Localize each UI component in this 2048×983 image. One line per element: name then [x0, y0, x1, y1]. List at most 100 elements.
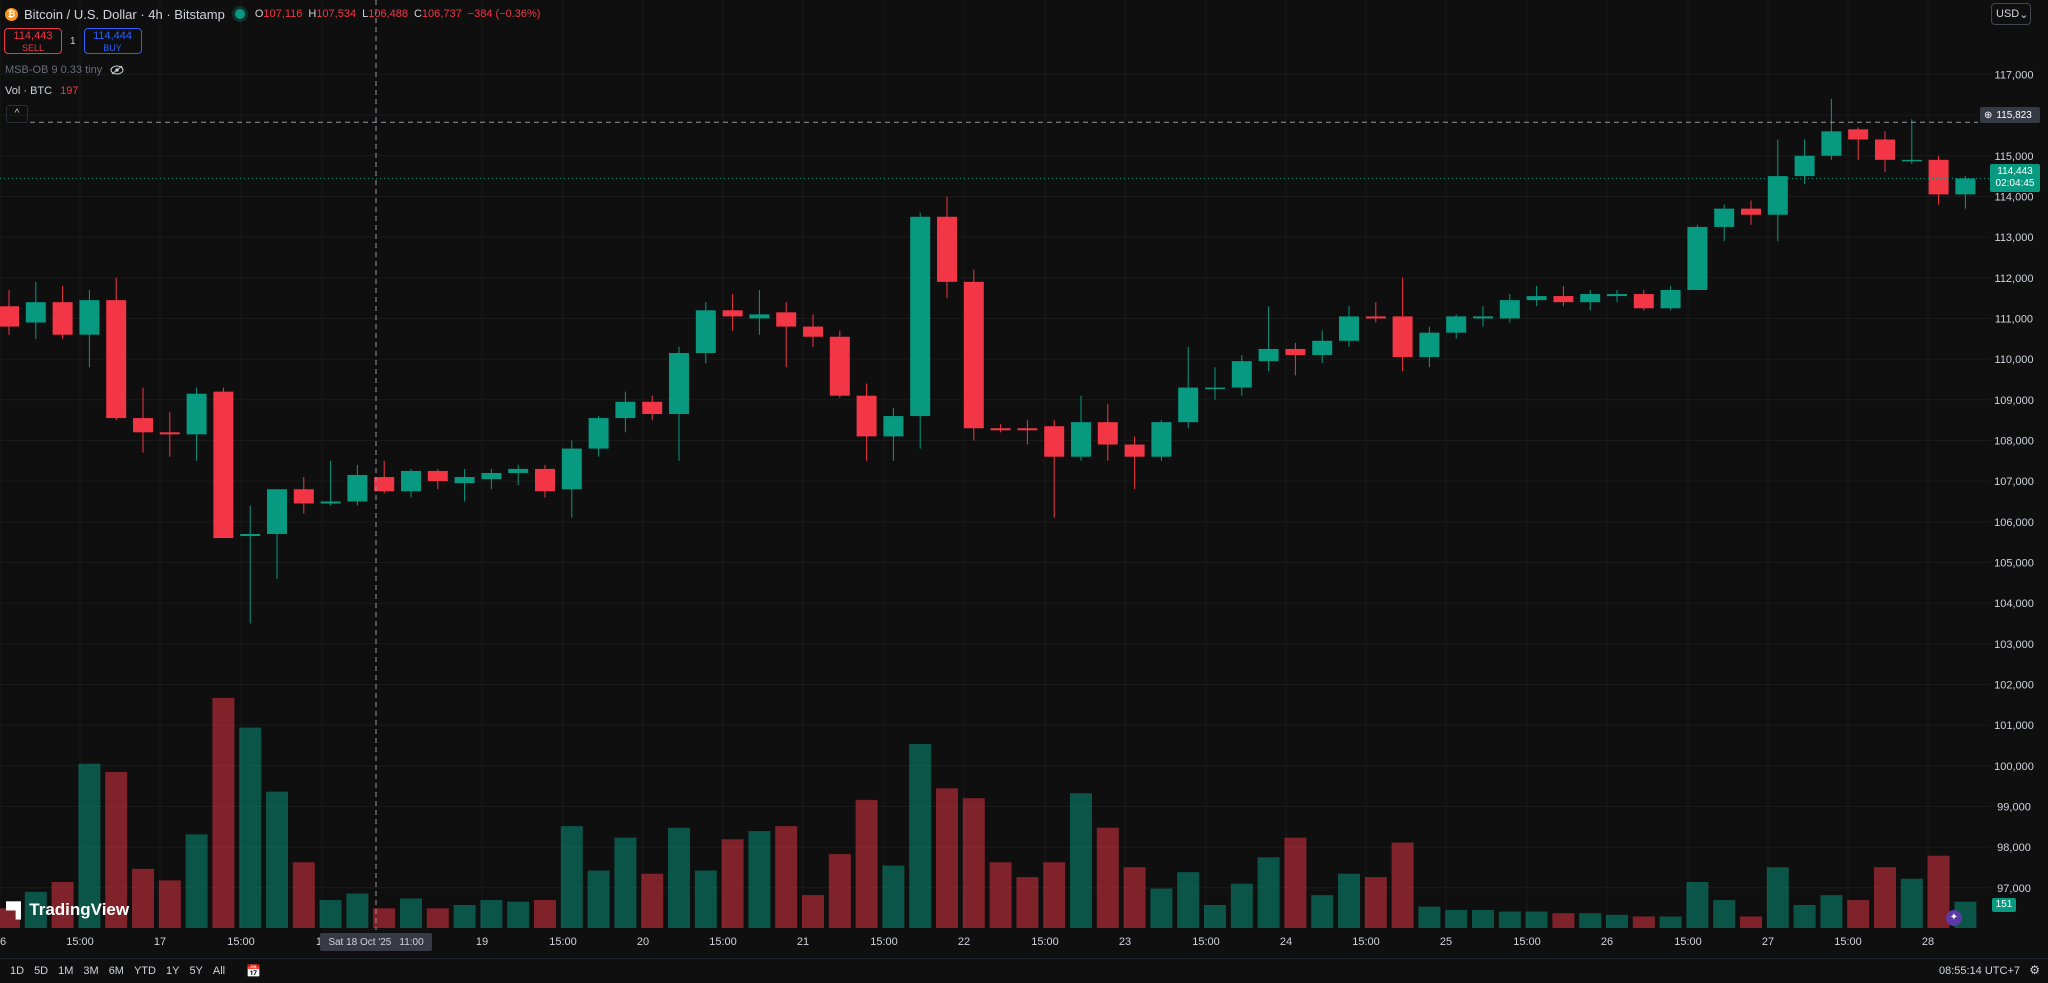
bottom-toolbar: 1D 5D 1M 3M 6M YTD 1Y 5Y All 📅 08:55:14 …: [0, 958, 2048, 983]
price-tick-label: 108,000: [1994, 435, 2034, 447]
volume-bar: [1766, 867, 1789, 928]
price-tick-label: 98,000: [1997, 842, 2031, 854]
candle-body: [159, 432, 180, 435]
ohlc-value: 106,488: [368, 8, 408, 20]
utc-clock[interactable]: 08:55:14 UTC+7: [1938, 965, 2020, 977]
range-5y-button[interactable]: 5Y: [189, 965, 203, 977]
volume-bar: [1579, 913, 1602, 928]
volume-label: Vol · BTC: [5, 85, 53, 97]
candle-body: [615, 401, 636, 419]
time-tick-label: 20: [637, 936, 649, 948]
volume-bar: [1338, 873, 1360, 928]
volume-bar: [1793, 905, 1816, 928]
range-1y-button[interactable]: 1Y: [165, 965, 180, 977]
candle-body: [1017, 428, 1038, 431]
range-1m-button[interactable]: 1M: [58, 965, 74, 977]
tradingview-logo[interactable]: ▀▌ TradingView: [6, 900, 129, 920]
candle-body: [1473, 316, 1493, 319]
price-tick-label: 101,000: [1994, 720, 2034, 732]
volume-bar: [1016, 877, 1039, 928]
time-tick-label: 15:00: [66, 936, 94, 948]
time-tick-label: 16: [0, 936, 6, 948]
volume-bar: [453, 905, 476, 928]
last-volume-label: 151: [1992, 898, 2016, 912]
time-tick-label: 17: [154, 936, 166, 948]
volume-bar: [400, 898, 422, 928]
volume-bar: [1123, 867, 1146, 928]
buy-button[interactable]: 114,444 BUY: [83, 28, 142, 54]
crosshair-date: Sat 18 Oct '25: [328, 936, 392, 948]
buy-label: BUY: [103, 43, 122, 53]
collapse-legend-button[interactable]: ^: [6, 105, 28, 123]
volume-legend[interactable]: Vol · BTC 197: [5, 85, 78, 97]
spread-value: 1: [70, 35, 76, 47]
last-price-label: 114,443 02:04:45: [1990, 164, 2040, 192]
volume-bar: [266, 791, 288, 928]
volume-bar: [1472, 909, 1494, 928]
assistant-icon[interactable]: ✦: [1946, 910, 1962, 926]
candle-body: [1821, 131, 1842, 156]
candle-body: [642, 401, 663, 415]
crosshair-price-label: ⊕ 115,823: [1980, 107, 2040, 123]
symbol-title[interactable]: Bitcoin / U.S. Dollar · 4h · Bitstamp: [24, 6, 225, 22]
volume-bar: [426, 908, 449, 928]
price-tick-label: 99,000: [1997, 801, 2031, 813]
candle-body: [1848, 129, 1869, 140]
candle-body: [1044, 426, 1065, 457]
candle-body: [1633, 294, 1654, 309]
volume-bar: [51, 882, 74, 928]
price-tick-label: 110,000: [1995, 354, 2034, 366]
price-tick-label: 106,000: [1994, 517, 2034, 529]
candle-body: [1231, 361, 1252, 388]
volume-bar: [1659, 916, 1682, 928]
candle-body: [1955, 178, 1976, 195]
volume-bar: [132, 868, 154, 928]
candle-body: [213, 391, 234, 539]
candle-body: [1607, 294, 1627, 297]
price-tick-label: 104,000: [1994, 598, 2034, 610]
gear-icon[interactable]: ⚙: [2029, 963, 2040, 977]
volume-bar: [158, 880, 181, 928]
volume-bar: [1498, 911, 1521, 928]
candle-body: [1714, 208, 1735, 227]
crosshair-time: 11:00: [399, 936, 424, 948]
volume-bar: [641, 873, 664, 928]
price-tick-label: 107,000: [1994, 476, 2034, 488]
volume-bar: [1177, 872, 1200, 928]
time-tick-label: 25: [1440, 936, 1452, 948]
volume-bar: [989, 862, 1012, 928]
sell-button[interactable]: 114,443 SELL: [4, 28, 62, 54]
indicator-label: MSB-OB 9 0.33 tiny: [5, 64, 103, 76]
range-3m-button[interactable]: 3M: [83, 965, 99, 977]
price-tick-label: 112,000: [1995, 273, 2034, 285]
candle-body: [1553, 296, 1574, 303]
candle-body: [1339, 316, 1359, 341]
range-ytd-button[interactable]: YTD: [133, 965, 156, 977]
ohlc-key: H: [308, 8, 317, 20]
volume-bar: [909, 744, 932, 928]
indicator-legend[interactable]: MSB-OB 9 0.33 tiny: [5, 64, 124, 76]
price-tick-label: 102,000: [1994, 679, 2034, 691]
time-tick-label: 21: [797, 936, 809, 948]
bar-countdown: 02:04:45: [1995, 178, 2035, 189]
volume-bar: [1740, 916, 1762, 928]
candle-body: [401, 470, 421, 492]
volume-bar: [1847, 900, 1870, 928]
range-6m-button[interactable]: 6M: [108, 965, 124, 977]
price-tick-label: 97,000: [1997, 883, 2031, 895]
candle-body: [1392, 316, 1413, 358]
time-tick-label: 27: [1762, 936, 1774, 948]
range-5d-button[interactable]: 5D: [34, 965, 49, 977]
plus-circle-icon[interactable]: ⊕: [1984, 109, 1993, 121]
volume-bar: [748, 831, 771, 928]
candle-body: [106, 300, 127, 419]
volume-bar: [1606, 914, 1628, 928]
volume-bar: [373, 908, 396, 928]
eye-hidden-icon[interactable]: [110, 65, 124, 75]
calendar-icon[interactable]: 📅: [246, 964, 261, 978]
range-all-button[interactable]: All: [212, 965, 226, 977]
range-1d-button[interactable]: 1D: [10, 965, 25, 977]
currency-select[interactable]: USD ⌄: [1991, 3, 2031, 25]
candle-body: [937, 216, 957, 282]
